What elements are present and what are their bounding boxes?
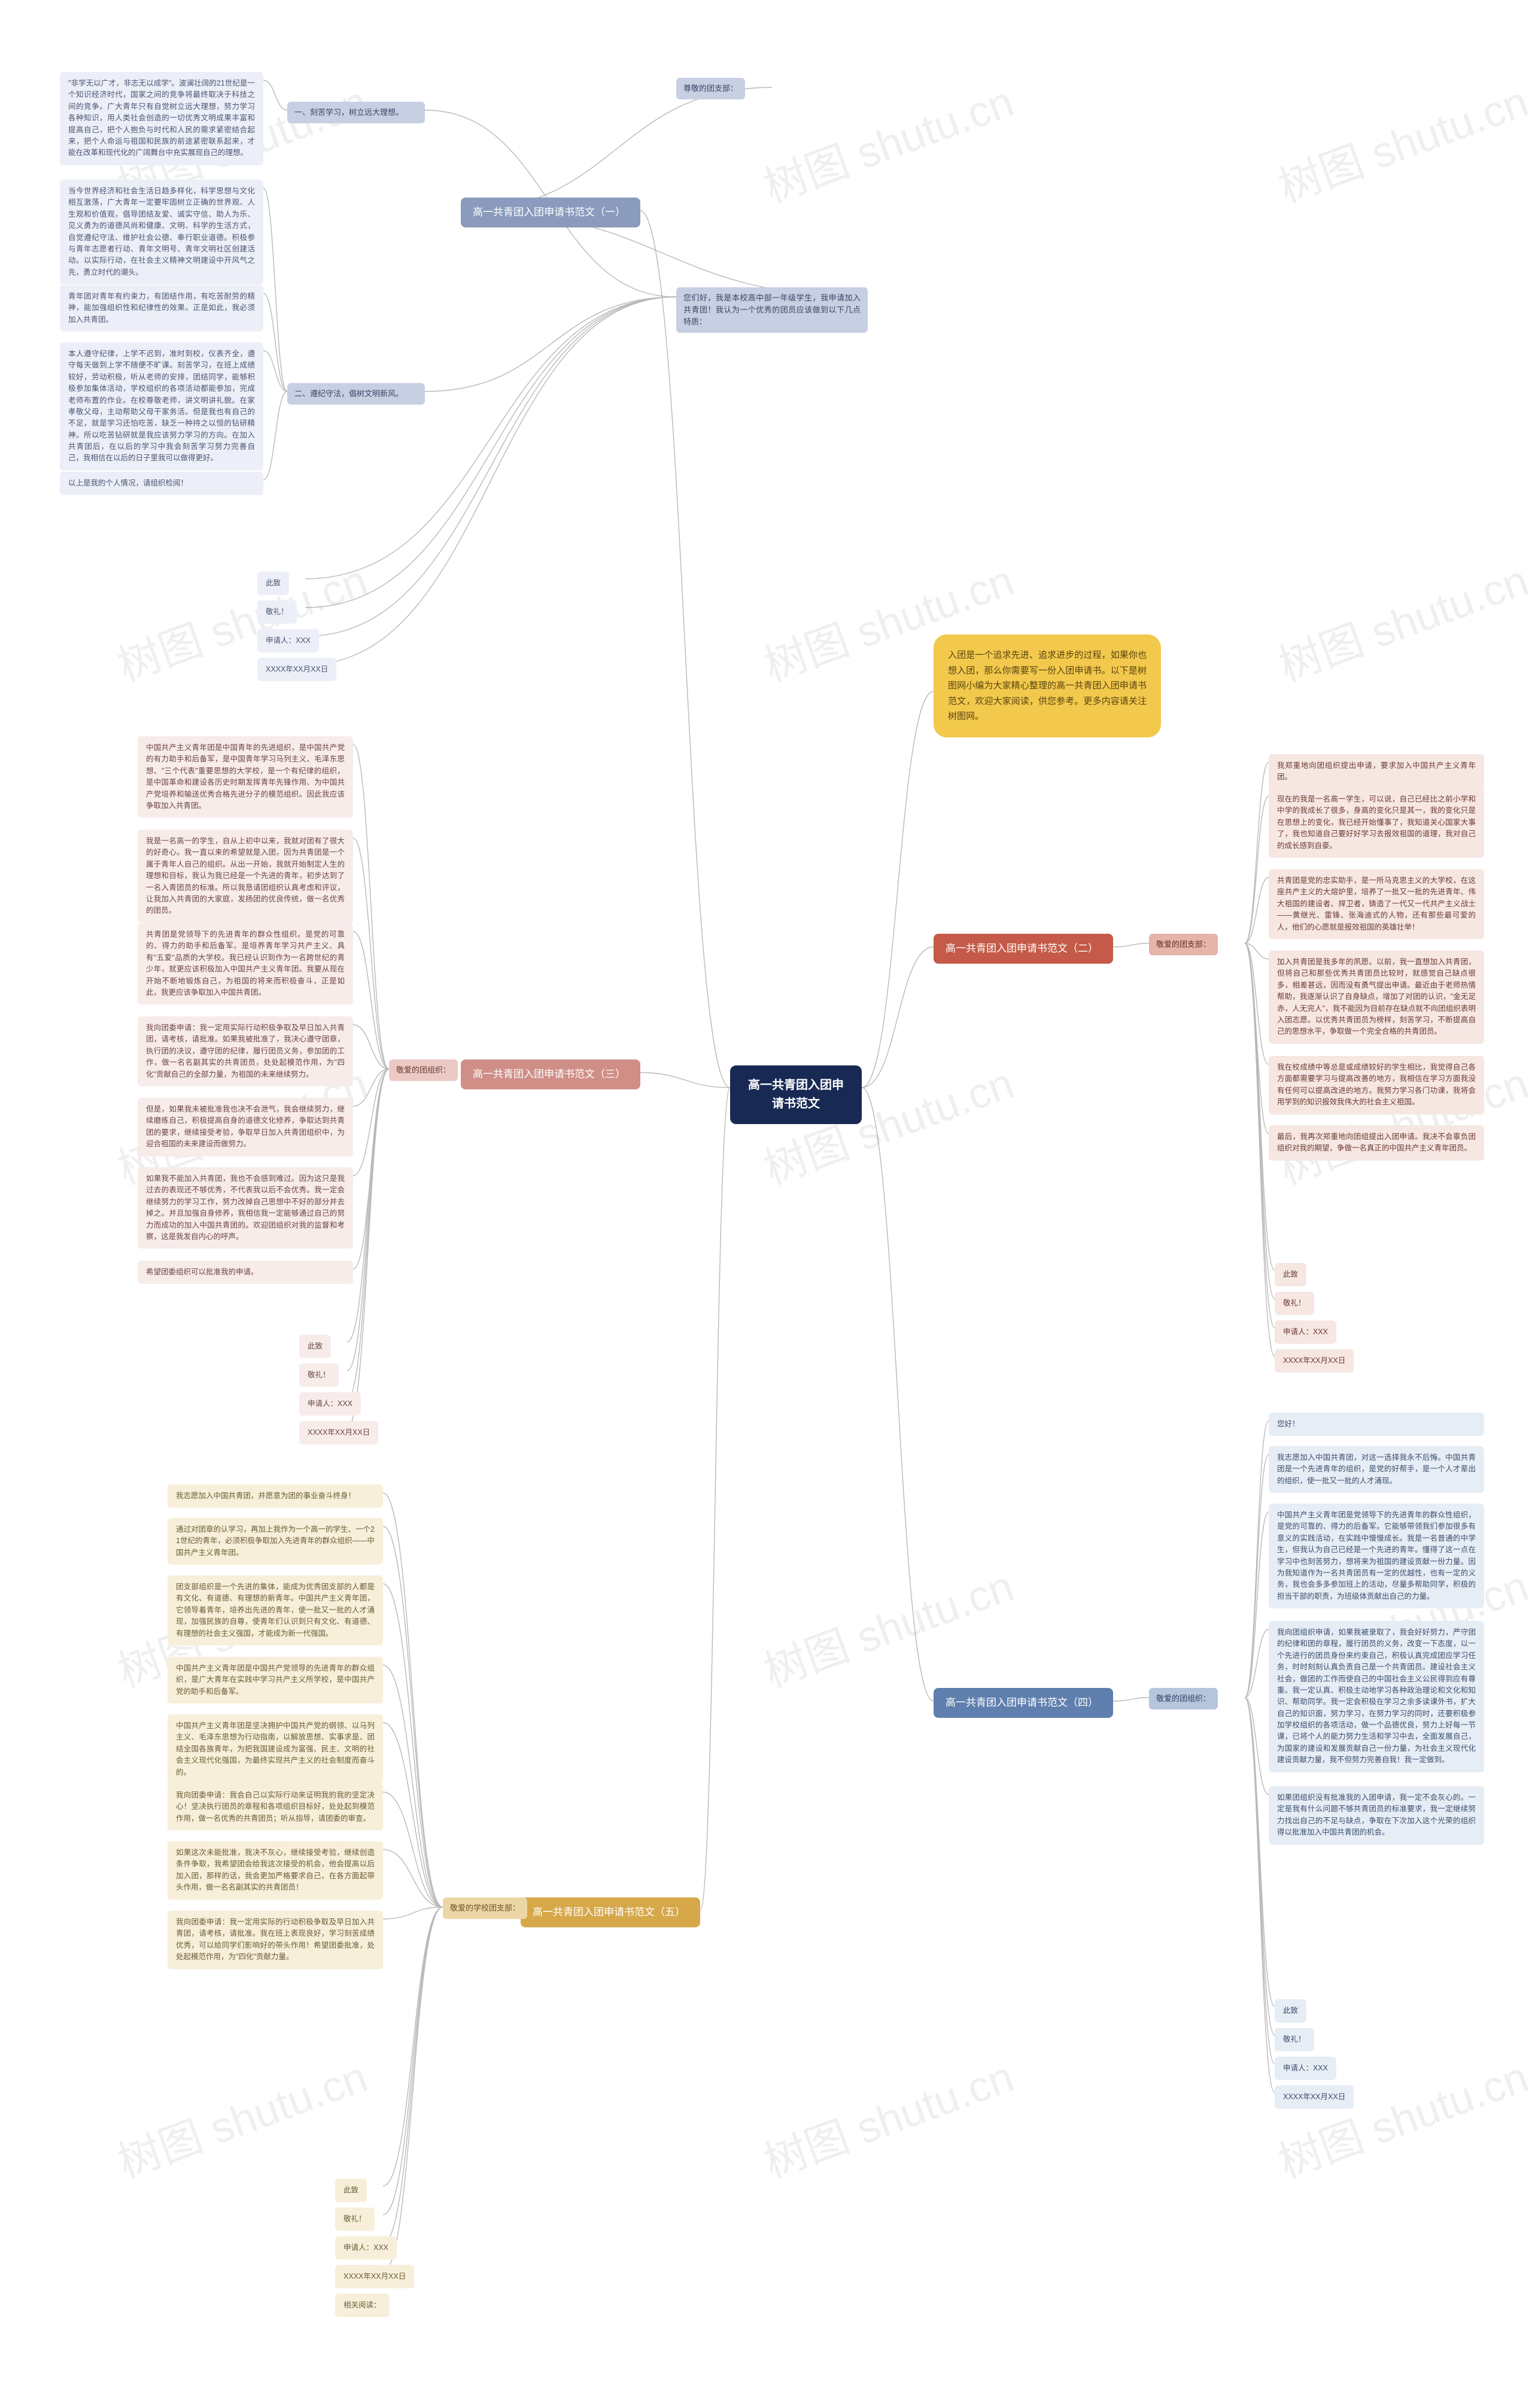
closing-line: 敬礼！ bbox=[335, 2207, 375, 2231]
closing-line: 敬礼！ bbox=[299, 1364, 339, 1387]
leaf-text: 希望团委组织可以批准我的申请。 bbox=[138, 1261, 353, 1284]
closing-line: XXXX年XX月XX日 bbox=[1275, 1349, 1354, 1372]
closing-line: XXXX年XX月XX日 bbox=[335, 2265, 414, 2288]
leaf-text: 我向团委申请：我一定用实际的行动积极争取及早日加入共青团，请考核，请批准。我在班… bbox=[168, 1911, 383, 1969]
closing-line: 申请人：XXX bbox=[1275, 1320, 1336, 1344]
leaf-text: 现在的我是一名高一学生，可以说，自己已经比之前小学和中学的我成长了很多，身高的变… bbox=[1269, 788, 1484, 858]
watermark: 树图 shutu.cn bbox=[1269, 545, 1532, 694]
leaf-text: 中国共产主义青年团是中国共产党领导的先进青年的群众组织，是广大青年在实践中学习共… bbox=[168, 1657, 383, 1703]
closing-line: 此致 bbox=[1275, 1999, 1306, 2023]
closing-line: 申请人：XXX bbox=[299, 1392, 361, 1416]
leaf-text: 我向团委申请：我会自己以实际行动来证明我的我的坚定决心！坚决执行团员的章程和各项… bbox=[168, 1784, 383, 1830]
leaf-text: 如果我不能加入共青团，我也不会感到难过。因为这只是我过去的表现还不够优秀，不代表… bbox=[138, 1167, 353, 1249]
mindmap-canvas: { "canvas": { "width": 2560, "height": 4… bbox=[0, 0, 1532, 2408]
leaf-text: 我志愿加入中国共青团，对这一选择我永不后悔。中国共青团是一个先进青年的组织，是党… bbox=[1269, 1446, 1484, 1493]
leaf-text: 当今世界经济和社会生活日趋多样化，科学思想与文化相互激荡，广大青年一定要牢固树立… bbox=[60, 180, 263, 284]
leaf-text: 最后，我再次郑重地向团组提出入团申请。我决不会辜负团组织对我的期望，争做一名真正… bbox=[1269, 1125, 1484, 1161]
closing-line: 敬礼！ bbox=[257, 600, 297, 624]
leaf-text: 中国共产主义青年团是中国青年的先进组织，是中国共产党的有力助手和后备军，是中国青… bbox=[138, 736, 353, 818]
leaf-text: 团支部组织是一个先进的集体，能成为优秀团支部的人都是有文化、有道德、有理想的新青… bbox=[168, 1575, 383, 1645]
leaf-text: 加入共青团是我多年的夙愿。以前，我一直想加入共青团，但将自己和那些优秀共青团员比… bbox=[1269, 951, 1484, 1044]
closing-line: XXXX年XX月XX日 bbox=[299, 1421, 378, 1444]
leaf-text: 我在校成绩中等总是或成绩较好的学生相比，我觉得自己各方面都需要学习与提高改善的地… bbox=[1269, 1056, 1484, 1115]
watermark: 树图 shutu.cn bbox=[754, 66, 1021, 215]
center-topic: 高一共青团入团申请书范文 bbox=[730, 1065, 862, 1124]
branch-title: 高一共青团入团申请书范文（四） bbox=[934, 1688, 1113, 1718]
sub-topic: 敬爱的团支部： bbox=[1149, 934, 1218, 955]
closing-line: 此致 bbox=[1275, 1263, 1306, 1286]
closing-line: 此致 bbox=[257, 572, 289, 595]
closing-line: 申请人：XXX bbox=[335, 2236, 397, 2260]
leaf-text: 以上是我的个人情况，请组织检阅！ bbox=[60, 472, 263, 495]
closing-line: 申请人：XXX bbox=[257, 629, 319, 652]
closing-line: 敬礼！ bbox=[1275, 2028, 1314, 2051]
closing-line: XXXX年XX月XX日 bbox=[1275, 2085, 1354, 2109]
leaf-label: 一、刻苦学习，树立远大理想。 bbox=[287, 102, 425, 123]
closing-line: 敬礼！ bbox=[1275, 1292, 1314, 1315]
leaf-text: 中国共产主义青年团是党领导下的先进青年的群众性组织，是党的可靠的、得力的后备军。… bbox=[1269, 1504, 1484, 1608]
leaf-text: 共青团是党领导下的先进青年的群众性组织。是党的可靠的、得力的助手和后备军。是培养… bbox=[138, 923, 353, 1004]
leaf-text: 共青团是党的忠实助手，是一所马克思主义的大学校，在这座共产主义的大熔炉里，培养了… bbox=[1269, 869, 1484, 939]
intro-bubble: 入团是一个追求先进、追求进步的过程，如果你也想入团，那么你需要写一份入团申请书。… bbox=[934, 634, 1161, 737]
leaf-text: 我是一名高一的学生，自从上初中以来，我就对团有了很大的好奇心。我一直以来的希望就… bbox=[138, 830, 353, 923]
closing-line: 申请人：XXX bbox=[1275, 2057, 1336, 2080]
leaf-text: 我向团委申请：我一定用实际行动积极争取及早日加入共青团，请考核，请批准。如果我被… bbox=[138, 1016, 353, 1086]
sub-topic: 敬爱的学校团支部： bbox=[443, 1897, 527, 1919]
leaf-text: 但是，如果我未被批准我也决不会泄气，我会继续努力，继续磨练自己，积极提高自身的道… bbox=[138, 1098, 353, 1156]
leaf-text: 通过对团章的认学习，再加上我作为一个高一的学生、一个21世纪的青年，必须积极争取… bbox=[168, 1518, 383, 1565]
leaf-text: "非学无以广才，非志无以成学"。波澜壮阔的21世纪是一个知识经济时代，国家之间的… bbox=[60, 72, 263, 165]
branch-title: 高一共青团入团申请书范文（五） bbox=[521, 1897, 700, 1927]
closing-line: XXXX年XX月XX日 bbox=[257, 658, 336, 681]
branch-title: 高一共青团入团申请书范文（二） bbox=[934, 934, 1113, 964]
sub-topic: 敬爱的团组织： bbox=[389, 1059, 458, 1081]
sub-topic: 您们好，我是本校高中部一年级学生，我申请加入共青团！我认为一个优秀的团员应该做到… bbox=[676, 287, 868, 333]
leaf-text: 我向团组织申请，如果我被录取了，我会好好努力，严守团的纪律和团的章程，履行团员的… bbox=[1269, 1621, 1484, 1772]
closing-extra: 相关阅读： bbox=[335, 2294, 390, 2317]
sub-topic: 敬爱的团组织： bbox=[1149, 1688, 1218, 1709]
watermark: 树图 shutu.cn bbox=[1269, 66, 1532, 215]
watermark: 树图 shutu.cn bbox=[754, 1551, 1021, 1699]
sub-topic: 尊敬的团支部： bbox=[676, 78, 745, 99]
leaf-label: 二、遵纪守法，倡树文明新风。 bbox=[287, 383, 425, 405]
leaf-text: 本人遵守纪律，上学不迟到，准时到校，仪表齐全，遵守每天做到上学不随便不旷课。刻苦… bbox=[60, 342, 263, 470]
leaf-text: 我郑重地向团组织提出申请，要求加入中国共产主义青年团。 bbox=[1269, 754, 1484, 789]
watermark: 树图 shutu.cn bbox=[754, 2042, 1021, 2190]
closing-line: 此致 bbox=[299, 1335, 331, 1358]
closing-line: 此致 bbox=[335, 2179, 367, 2202]
branch-title: 高一共青团入团申请书范文（三） bbox=[461, 1059, 640, 1089]
leaf-text: 如果团组织没有批准我的入团申请，我一定不会灰心的。一定是我有什么问题不够共青团员… bbox=[1269, 1786, 1484, 1845]
leaf-text: 中国共产主义青年团是坚决拥护中国共产党的纲领、以马列主义、毛泽东思想为行动指南，… bbox=[168, 1714, 383, 1784]
leaf-text: 我志愿加入中国共青团，并愿意为团的事业奋斗终身！ bbox=[168, 1484, 383, 1508]
leaf-text: 青年团对青年有约束力，有团结作用，有吃苦耐劳的精神，能加强组织性和纪律性的效果。… bbox=[60, 285, 263, 332]
watermark: 树图 shutu.cn bbox=[108, 2042, 375, 2190]
leaf-text: 您好！ bbox=[1269, 1413, 1484, 1436]
branch-title: 高一共青团入团申请书范文（一） bbox=[461, 198, 640, 227]
leaf-text: 如果这次未能批准，我决不灰心，继续接受考验，继续创造条件争取，我希望团会给我这次… bbox=[168, 1841, 383, 1900]
